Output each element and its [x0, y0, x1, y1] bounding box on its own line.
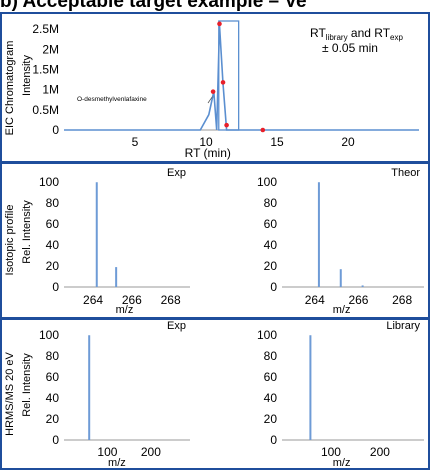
- x-tick-label: 264: [83, 293, 103, 307]
- isotopic-theor-plot: 0 20 40 60 80 100 264 266 268 m/z Theor: [257, 167, 424, 316]
- x-axis-label: m/z: [333, 457, 351, 469]
- rt-legend-subscript: library: [326, 33, 348, 42]
- rt-legend-text: RT: [310, 26, 326, 40]
- y-axis-label: Intensity: [21, 55, 33, 96]
- x-tick-label: 264: [305, 293, 325, 307]
- x-tick-label: 266: [348, 293, 368, 307]
- y-tick-label: 0: [270, 280, 277, 294]
- figure-title: b) Acceptable target example – Ve: [0, 0, 307, 12]
- x-tick-label: 100: [321, 445, 341, 459]
- y-tick-label: 100: [257, 328, 277, 342]
- ms2-exp-plot: 0 20 40 60 80 100 100 200 m/z Rel. Intensity Exp: [21, 320, 190, 469]
- peak-marker: [220, 80, 226, 85]
- x-tick-label: 268: [161, 293, 181, 307]
- x-tick-label: 200: [141, 445, 161, 459]
- x-axis-label: m/z: [333, 304, 351, 316]
- y-tick-label: 0: [52, 123, 59, 137]
- bar: [361, 285, 364, 287]
- ms2-library-plot: 0 20 40 60 80 100 100 200 m/z Library: [257, 320, 424, 469]
- peak-marker: [224, 122, 229, 128]
- x-axis-label: RT (min): [185, 146, 231, 160]
- rt-legend-subscript: exp: [390, 33, 403, 42]
- section-label-hrms: HRMS/MS 20 eV: [4, 351, 16, 435]
- y-tick-label: 20: [264, 412, 278, 426]
- rt-window: [218, 20, 240, 131]
- y-tick-label: 40: [264, 238, 278, 252]
- bar: [88, 335, 91, 440]
- bar: [309, 335, 312, 440]
- y-tick-label: 100: [257, 175, 277, 189]
- y-tick-label: 20: [46, 412, 60, 426]
- peak-marker: [210, 89, 216, 94]
- bar: [317, 182, 320, 287]
- y-tick-label: 100: [39, 328, 59, 342]
- annotation-arrow: [207, 96, 213, 104]
- section-label-isotopic: Isotopic profile: [4, 205, 16, 276]
- y-tick-label: 60: [46, 370, 60, 384]
- x-axis-label: m/z: [116, 304, 134, 316]
- y-tick-label: 60: [46, 217, 60, 231]
- section-label-eic: EIC Chromatogram: [4, 41, 16, 136]
- eic-chromatogram-plot: 0 0.5M 1M 1.5M 2M 2.5M 5 10 15 20 RT (min) Intensit…: [21, 20, 419, 160]
- y-tick-label: 60: [264, 370, 278, 384]
- x-axis-label: m/z: [108, 457, 126, 469]
- rt-legend-text: and RT: [348, 26, 391, 40]
- bar: [115, 267, 118, 287]
- x-tick-label: 10: [199, 135, 213, 149]
- y-tick-label: 40: [46, 391, 60, 405]
- y-tick-label: 0: [52, 433, 59, 447]
- peak-annotation: O-desmethylvenlafaxine: [77, 96, 147, 103]
- y-tick-label: 40: [46, 238, 60, 252]
- y-axis-label: Rel. Intensity: [21, 353, 33, 417]
- y-tick-label: 2.5M: [32, 22, 59, 36]
- y-tick-label: 20: [46, 259, 60, 273]
- plot-corner-label: Exp: [167, 320, 186, 332]
- section-border-hrms: [0, 318, 430, 470]
- y-tick-label: 1M: [42, 83, 59, 97]
- isotopic-exp-plot: 0 20 40 60 80 100 264 266 268 m/z Rel. Intensity Ex…: [21, 167, 190, 316]
- x-tick-label: 20: [341, 135, 355, 149]
- plot-corner-label: Exp: [167, 167, 186, 179]
- peak-marker: [260, 127, 266, 133]
- x-tick-label: 15: [270, 135, 284, 149]
- y-tick-label: 80: [264, 196, 278, 210]
- x-tick-label: 200: [370, 445, 390, 459]
- y-tick-label: 80: [46, 196, 60, 210]
- y-tick-label: 20: [264, 259, 278, 273]
- y-tick-label: 100: [39, 175, 59, 189]
- y-tick-label: 1.5M: [32, 62, 59, 76]
- y-tick-label: 80: [46, 349, 60, 363]
- y-tick-label: 2M: [42, 42, 59, 56]
- y-axis-label: Rel. Intensity: [21, 200, 33, 264]
- x-tick-label: 5: [132, 135, 139, 149]
- x-tick-label: 268: [392, 293, 412, 307]
- rt-tolerance: ± 0.05 min: [322, 41, 378, 55]
- y-tick-label: 60: [264, 217, 278, 231]
- bar: [339, 269, 342, 287]
- y-tick-label: 40: [264, 391, 278, 405]
- y-tick-label: 80: [264, 349, 278, 363]
- x-tick-label: 266: [122, 293, 142, 307]
- plot-corner-label: Library: [386, 320, 420, 332]
- plot-corner-label: Theor: [391, 167, 420, 179]
- y-tick-label: 0.5M: [32, 103, 59, 117]
- rt-legend: RTlibrary and RTexp: [310, 26, 403, 42]
- y-tick-label: 0: [270, 433, 277, 447]
- peak-marker: [217, 21, 222, 27]
- bar: [95, 182, 98, 287]
- y-tick-label: 0: [52, 280, 59, 294]
- x-tick-label: 100: [97, 445, 117, 459]
